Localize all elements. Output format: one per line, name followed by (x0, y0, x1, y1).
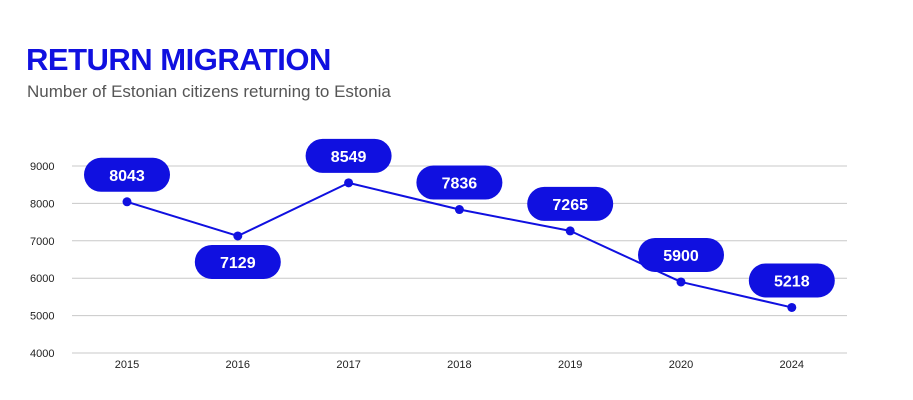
x-tick-label: 2019 (558, 359, 582, 371)
data-label-pill (416, 165, 503, 200)
y-tick-label: 9000 (30, 161, 54, 173)
x-tick-label: 2015 (115, 359, 139, 371)
data-label-pill (748, 263, 835, 298)
data-point (787, 302, 797, 312)
x-tick-label: 2017 (336, 359, 360, 371)
data-label: 5900 (663, 248, 699, 265)
data-label: 7836 (442, 176, 478, 193)
y-tick-label: 5000 (30, 311, 54, 323)
data-label: 7129 (220, 255, 256, 272)
data-point (233, 231, 243, 241)
chart-subtitle: Number of Estonian citizens returning to… (27, 82, 391, 101)
chart-title: RETURN MIGRATION (26, 42, 331, 77)
y-tick-label: 7000 (30, 236, 54, 248)
data-label-pill (84, 157, 170, 192)
x-tick-label: 2020 (669, 359, 693, 371)
y-tick-label: 4000 (30, 348, 54, 360)
data-label-pill (305, 138, 392, 173)
x-tick-label: 2016 (226, 359, 250, 371)
data-label: 5218 (774, 273, 810, 290)
data-label-pill (638, 237, 724, 272)
x-tick-label: 2024 (780, 359, 804, 371)
x-tick-label: 2018 (447, 359, 471, 371)
y-tick-label: 6000 (30, 273, 54, 285)
data-label: 7265 (552, 197, 588, 214)
data-point (676, 277, 686, 287)
data-label-pill (194, 244, 281, 279)
data-label-pill (527, 186, 614, 221)
data-label: 8549 (331, 149, 367, 166)
y-tick-label: 8000 (30, 198, 54, 210)
data-point (122, 197, 132, 207)
data-point (344, 178, 354, 188)
data-point (565, 226, 575, 236)
data-point (454, 205, 464, 215)
data-label: 8043 (109, 168, 145, 185)
